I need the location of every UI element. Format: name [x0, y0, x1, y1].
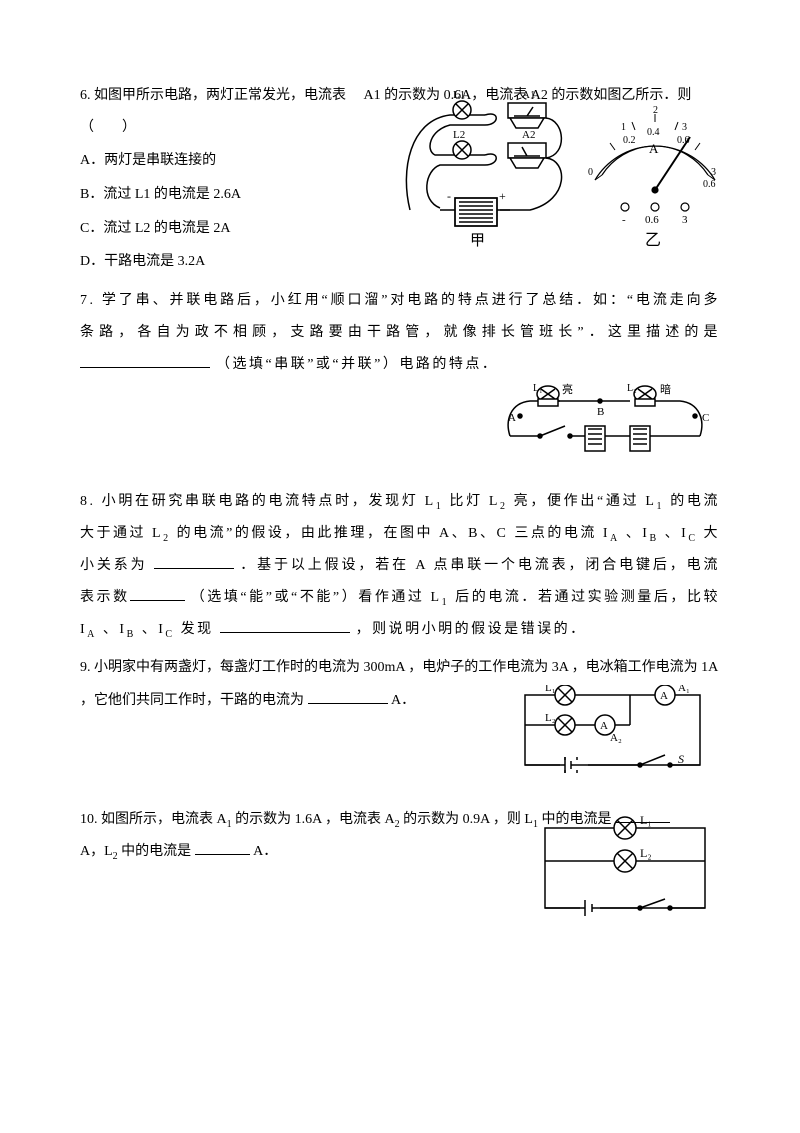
q10-t: 10. 如图所示，电流表 A: [80, 812, 227, 827]
q6-figures: L1 L2 A1 A2: [390, 80, 720, 263]
svg-text:暗: 暗: [660, 382, 671, 396]
svg-text:-: -: [622, 214, 626, 226]
svg-text:L₁: L₁: [545, 685, 556, 694]
svg-text:L₂: L₂: [627, 383, 637, 394]
q6-opt-a: A．两灯是串联连接的: [80, 144, 380, 178]
svg-text:0.6: 0.6: [645, 214, 659, 226]
svg-text:L1: L1: [453, 89, 465, 101]
svg-text:L₁: L₁: [533, 383, 543, 394]
question-6: 6. 如图甲所示电路，两灯正常发光，电流表 A1 的示数为 0.6A，电流表 A…: [80, 80, 720, 279]
svg-text:L2: L2: [453, 129, 465, 141]
svg-text:3: 3: [682, 214, 688, 226]
svg-text:+: +: [499, 189, 506, 203]
svg-text:A: A: [660, 690, 668, 702]
q6-opt-b: B．流过 L1 的电流是 2.6A: [80, 178, 380, 212]
svg-text:2: 2: [653, 105, 658, 116]
svg-text:A: A: [649, 141, 659, 156]
svg-text:0.6: 0.6: [703, 179, 716, 190]
svg-text:乙: 乙: [645, 232, 661, 249]
q6-paren: （ ）: [80, 112, 380, 144]
svg-text:3: 3: [682, 122, 687, 133]
svg-text:A₁: A₁: [678, 685, 690, 694]
q6-options: A．两灯是串联连接的 B．流过 L1 的电流是 2.6A C．流过 L2 的电流…: [80, 144, 380, 278]
svg-text:L₂: L₂: [545, 712, 556, 724]
svg-text:亮: 亮: [562, 382, 573, 396]
q8-blank-1[interactable]: [154, 554, 234, 569]
q8-blank-2[interactable]: [130, 586, 185, 601]
svg-text:B: B: [597, 406, 604, 418]
question-7: 7. 学了串、并联电路后，小红用“顺口溜”对电路的特点进行了总结．如：“电流走向…: [80, 285, 720, 480]
svg-text:0.4: 0.4: [647, 127, 660, 138]
q8-blank-3[interactable]: [220, 618, 350, 633]
svg-text:0.6: 0.6: [677, 135, 690, 146]
svg-text:A: A: [600, 720, 608, 732]
q6-opt-c: C．流过 L2 的电流是 2A: [80, 212, 380, 246]
svg-text:A₂: A₂: [610, 732, 622, 744]
svg-text:1: 1: [621, 122, 626, 133]
svg-text:A: A: [508, 412, 516, 424]
q7-blank[interactable]: [80, 353, 210, 368]
q7-figure: L₁ 亮 L₂ 暗 A B C: [490, 381, 720, 479]
svg-text:0: 0: [588, 167, 593, 178]
q8-t1: 8. 小明在研究串联电路的电流特点时，发现灯 L: [80, 494, 436, 509]
svg-text:A1: A1: [522, 89, 535, 101]
q6-stem-a: 6. 如图甲所示电路，两灯正常发光，电流表: [80, 88, 346, 103]
svg-text:-: -: [447, 189, 451, 203]
svg-text:3: 3: [711, 167, 716, 178]
q10-blank-1[interactable]: [615, 808, 670, 823]
question-10: 10. 如图所示，电流表 A1 的示数为 1.6A ，电流表 A2 的示数为 0…: [80, 804, 720, 939]
svg-text:0.2: 0.2: [623, 135, 636, 146]
svg-text:S: S: [678, 752, 684, 766]
question-8: 8. 小明在研究串联电路的电流特点时，发现灯 L1 比灯 L2 亮，便作出“通过…: [80, 486, 720, 647]
q10-blank-2[interactable]: [195, 840, 250, 855]
q10-figure: L₁ L₂: [530, 816, 720, 939]
q9-figure: L₁ A A₁ L₂ A A₂: [510, 685, 720, 798]
svg-text:L₂: L₂: [640, 846, 652, 860]
q7-tail: （选填“串联”或“并联”）电路的特点．: [216, 357, 498, 372]
q6-opt-d: D．干路电流是 3.2A: [80, 245, 380, 279]
q6-circuit-and-meter: L1 L2 A1 A2: [390, 80, 720, 250]
svg-text:甲: 甲: [470, 233, 485, 249]
question-9: 9. 小明家中有两盏灯，每盏灯工作时的电流为 300mA ，电炉子的工作电流为 …: [80, 652, 720, 797]
svg-text:C: C: [702, 412, 709, 424]
q7-text: 7. 学了串、并联电路后，小红用“顺口溜”对电路的特点进行了总结．如：“电流走向…: [80, 293, 720, 340]
svg-text:A2: A2: [522, 129, 535, 141]
q9-blank[interactable]: [308, 689, 388, 704]
